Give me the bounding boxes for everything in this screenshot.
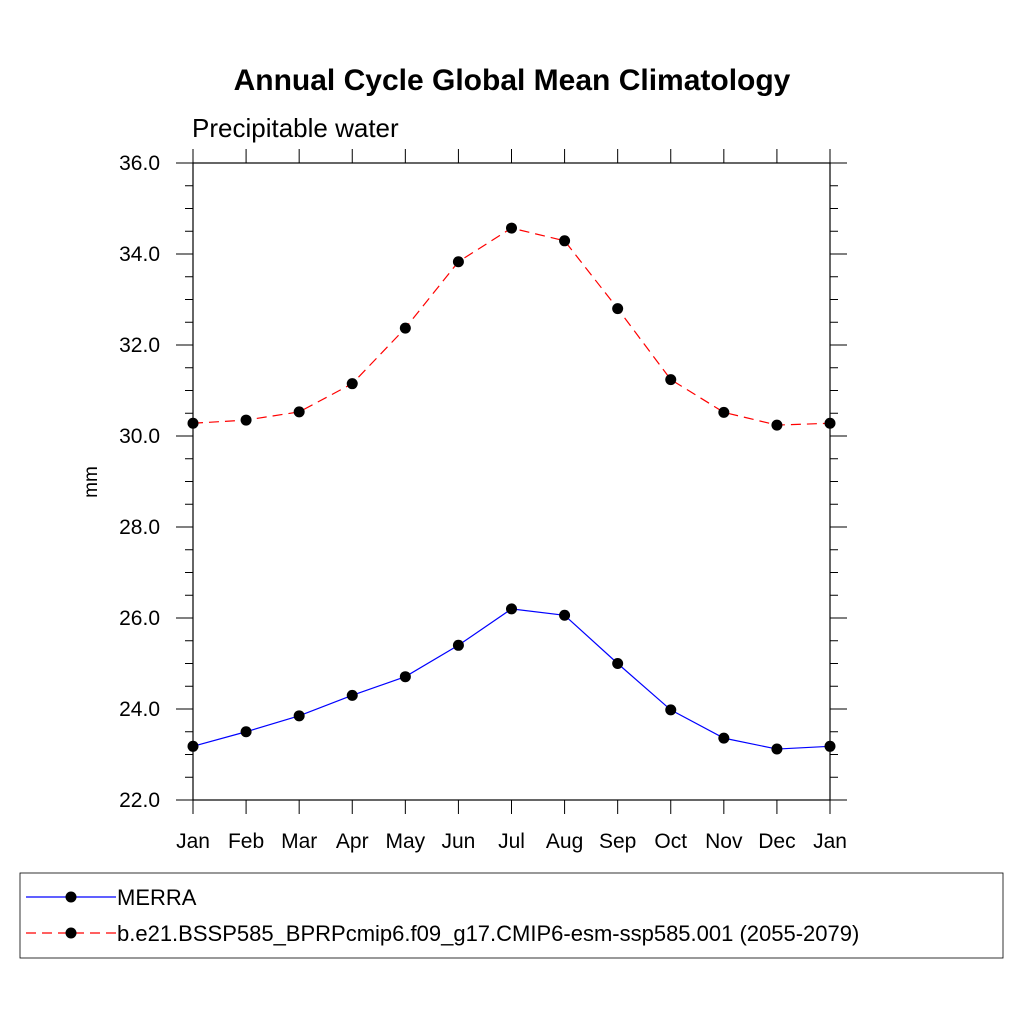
data-point: [293, 406, 305, 418]
data-point: [559, 235, 571, 247]
data-point: [718, 406, 730, 418]
x-tick-label: Oct: [654, 830, 687, 853]
x-tick-label: Aug: [546, 830, 583, 853]
legend-marker-1: [65, 891, 77, 903]
x-tick-label: Mar: [281, 830, 317, 853]
y-tick-label: 22.0: [119, 789, 160, 812]
data-point: [559, 609, 571, 621]
data-point: [824, 417, 836, 429]
legend-marker-2: [65, 927, 77, 939]
x-tick-label: Jul: [498, 830, 525, 853]
y-tick-label: 36.0: [119, 152, 160, 175]
data-point: [240, 414, 252, 426]
x-axis-ticks: Jan Feb Mar Apr May Jun Jul Aug Sep Oct Nov Dec Jan: [176, 149, 847, 853]
data-point: [612, 658, 624, 669]
data-point: [771, 743, 783, 755]
x-tick-label: Jun: [441, 830, 475, 853]
x-tick-label: Jan: [813, 830, 847, 853]
y-tick-label: 26.0: [119, 607, 160, 630]
data-point: [187, 740, 199, 752]
chart-title: Annual Cycle Global Mean Climatology: [234, 64, 791, 97]
data-point: [240, 726, 252, 738]
plot-frame: [192, 162, 831, 801]
x-tick-label: Jan: [176, 830, 210, 853]
data-point: [506, 603, 517, 615]
data-point: [346, 378, 358, 390]
y-tick-label: 28.0: [119, 516, 160, 539]
y-tick-label: 24.0: [119, 698, 160, 721]
data-point: [452, 639, 464, 651]
data-point: [665, 704, 677, 716]
data-point: [506, 222, 517, 234]
data-point: [612, 303, 624, 315]
chart-subtitle: Precipitable water: [192, 113, 399, 143]
series-line-1: [192, 608, 831, 750]
legend-label-2: b.e21.BSSP585_BPRPcmip6.f09_g17.CMIP6-es…: [117, 921, 859, 946]
y-tick-label: 32.0: [119, 334, 160, 357]
data-point: [718, 732, 730, 744]
data-point: [399, 322, 411, 334]
y-tick-label: 34.0: [119, 243, 160, 266]
data-point: [293, 710, 305, 722]
data-point: [399, 671, 411, 683]
legend: MERRA b.e21.BSSP585_BPRPcmip6.f09_g17.CMI…: [26, 885, 859, 946]
data-point: [824, 740, 836, 752]
legend-label-1: MERRA: [117, 885, 197, 910]
data-point: [452, 256, 464, 268]
x-tick-label: Feb: [228, 830, 264, 853]
x-tick-label: Nov: [705, 830, 743, 853]
x-tick-label: Apr: [336, 830, 369, 853]
x-tick-label: Sep: [599, 830, 636, 853]
data-point: [187, 417, 199, 429]
legend-box: [19, 872, 1004, 959]
x-tick-label: Dec: [758, 830, 795, 853]
y-axis-label: mm: [81, 466, 102, 498]
data-point: [771, 419, 783, 431]
y-tick-label: 30.0: [119, 425, 160, 448]
y-axis-ticks: 22.0 24.0 26.0 28.0 30.0 32.0 34.0 36.0: [119, 152, 847, 812]
data-point: [346, 689, 358, 701]
data-point: [665, 374, 677, 386]
series-line-2: [192, 227, 831, 426]
series-layer: [187, 222, 836, 755]
x-tick-label: May: [385, 830, 425, 853]
